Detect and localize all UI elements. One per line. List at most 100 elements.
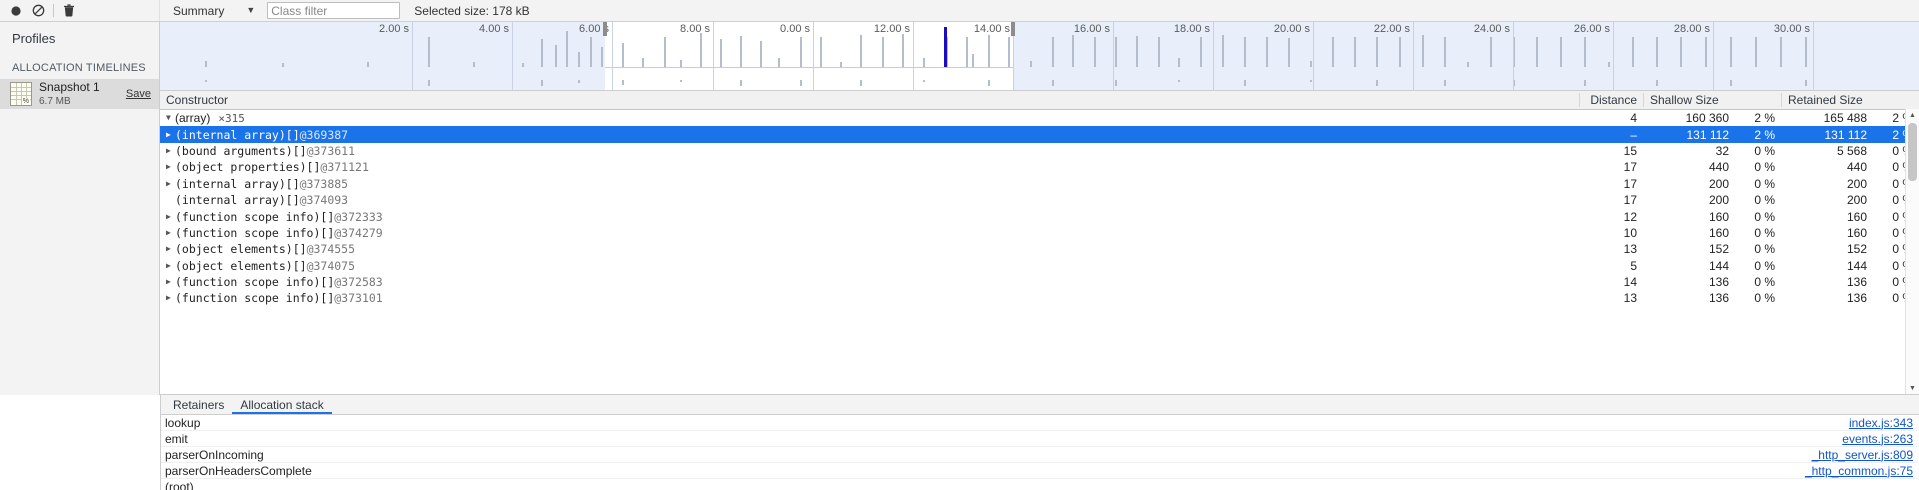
stack-frame-row[interactable]: parserOnHeadersComplete _http_common.js:7…: [161, 463, 1919, 479]
sidebar-item-snapshot-1[interactable]: % Snapshot 1 6.7 MB Save: [0, 79, 159, 109]
disclosure-triangle-icon[interactable]: ▶: [166, 211, 171, 221]
table-row[interactable]: ▼ (array) ×315 4 160 360 2 % 165 488 2 %: [160, 110, 1919, 126]
grid-vertical-scrollbar[interactable]: ▲ ▼: [1905, 109, 1919, 394]
overview-selection-handle-left[interactable]: [603, 22, 607, 36]
disclosure-triangle-icon[interactable]: ▶: [166, 260, 171, 270]
disclosure-triangle-icon[interactable]: ▶: [166, 178, 171, 188]
overview-tick-label: 16.00 s: [1073, 23, 1110, 35]
no-entry-icon[interactable]: [27, 1, 49, 20]
column-header-distance[interactable]: Distance: [1579, 93, 1643, 107]
allocation-bar: [1332, 37, 1334, 67]
allocation-bar: [1422, 35, 1424, 67]
tab-allocation-stack[interactable]: Allocation stack: [232, 396, 332, 414]
trash-icon[interactable]: [58, 1, 80, 20]
overview-selection-handle-right[interactable]: [1011, 22, 1015, 36]
table-row[interactable]: ▶ (function scope info)[] @372333 12 160 0 %…: [160, 208, 1919, 224]
cell-constructor: ▶ (internal array)[] @373885: [160, 177, 1579, 191]
overview-tick-label: 28.00 s: [1673, 23, 1710, 35]
table-row[interactable]: ▶ (object properties)[] @371121 17 440 0 % 44…: [160, 159, 1919, 175]
allocation-bar: [1632, 37, 1634, 67]
constructor-name: (object properties)[]: [175, 160, 321, 175]
disclosure-triangle-icon[interactable]: ▶: [166, 244, 171, 254]
cell-retained-size: 144: [1846, 258, 1867, 273]
object-address: @373885: [299, 176, 349, 191]
cell-retained-size: 160: [1846, 225, 1867, 240]
allocation-bar-stub: [1052, 80, 1054, 86]
cell-shallow-size: 160 360: [1685, 111, 1729, 126]
disclosure-triangle-icon[interactable]: ▶: [166, 162, 171, 172]
overview-tick-label: 4.00 s: [479, 23, 509, 35]
view-mode-select[interactable]: Summary ▼: [167, 1, 259, 20]
allocation-bar: [1354, 37, 1356, 67]
allocation-bar-stub: [1656, 80, 1658, 86]
table-row[interactable]: ▶ (function scope info)[] @373101 13 136 0 %…: [160, 290, 1919, 306]
allocation-bar: [1200, 37, 1202, 67]
cell-shallow-percent: 0 %: [1754, 275, 1775, 290]
overview-tick: 26.00 s: [1574, 22, 1614, 90]
cell-shallow-size: 160: [1708, 225, 1729, 240]
table-row[interactable]: ▶ (internal array)[] @369387 – 131 112 2 % 13…: [160, 126, 1919, 143]
disclosure-triangle-icon[interactable]: ▶: [166, 129, 171, 139]
stack-frame-source-link[interactable]: events.js:263: [1842, 431, 1913, 446]
allocation-bar: [601, 47, 603, 67]
scroll-up-arrow-icon[interactable]: ▲: [1909, 111, 1916, 119]
scrollbar-thumb[interactable]: [1908, 123, 1917, 181]
allocation-bar-stub: [740, 80, 742, 87]
save-snapshot-link[interactable]: Save: [125, 88, 151, 100]
constructor-name: (object elements)[]: [175, 258, 307, 273]
allocation-bar: [972, 54, 974, 67]
disclosure-triangle-icon: ▶: [166, 196, 175, 204]
allocation-timeline-overview[interactable]: 102 kB 2.00 s 4.00 s 6.00 s 8.00 s 0.00 s 12.…: [160, 22, 1919, 91]
allocation-bar-stub: [800, 80, 802, 86]
stack-frame-row[interactable]: lookup index.js:343: [161, 415, 1919, 431]
record-icon[interactable]: [5, 1, 27, 20]
disclosure-triangle-open-icon[interactable]: ▼: [166, 113, 171, 123]
table-row[interactable]: ▶ (function scope info)[] @374279 10 160 0 %…: [160, 225, 1919, 241]
table-row[interactable]: ▶ (internal array)[] @373885 17 200 0 % 200 0 …: [160, 176, 1919, 192]
table-row[interactable]: ▶ (object elements)[] @374075 5 144 0 % 144 0 …: [160, 258, 1919, 274]
allocation-bar-stub: [923, 80, 925, 82]
allocation-bar-stub: [1513, 80, 1515, 86]
allocation-bar: [1310, 61, 1312, 67]
cell-retained-size: 160: [1846, 209, 1867, 224]
stack-frame-row[interactable]: parserOnIncoming _http_server.js:809: [161, 447, 1919, 463]
stack-frame-source-link[interactable]: _http_server.js:809: [1811, 447, 1913, 462]
column-header-shallow-size[interactable]: Shallow Size: [1643, 93, 1735, 107]
cell-shallow-percent: 2 %: [1754, 111, 1775, 126]
overview-tick: 22.00 s: [1374, 22, 1414, 90]
overview-baseline: [160, 67, 1919, 68]
table-row[interactable]: ▶ (object elements)[] @374555 13 152 0 % 152 0…: [160, 241, 1919, 257]
allocation-bar: [555, 45, 557, 67]
cell-shallow-percent: 0 %: [1754, 225, 1775, 240]
allocation-bar: [522, 63, 524, 67]
stack-frame-row[interactable]: (root): [161, 479, 1919, 490]
stack-frame-source-link[interactable]: _http_common.js:75: [1804, 463, 1913, 478]
allocation-bar-stub: [680, 80, 682, 82]
cell-shallow-percent: 0 %: [1754, 176, 1775, 191]
allocation-bar: [882, 37, 884, 67]
allocation-bar: [428, 37, 430, 67]
allocation-bar: [578, 52, 580, 67]
class-filter-input[interactable]: [267, 2, 401, 19]
cell-shallow-percent: 0 %: [1754, 143, 1775, 158]
allocation-bar-stub: [428, 80, 430, 86]
overview-tick: 28.00 s: [1674, 22, 1714, 90]
disclosure-triangle-icon[interactable]: ▶: [166, 145, 171, 155]
stack-frame-row[interactable]: emit events.js:263: [161, 431, 1919, 447]
column-header-constructor[interactable]: Constructor: [166, 93, 229, 107]
table-row[interactable]: ▶ (bound arguments)[] @373611 15 32 0 % 5 568…: [160, 143, 1919, 159]
table-row[interactable]: ▶ (function scope info)[] @372583 14 136 0 %…: [160, 274, 1919, 290]
overview-tick: 8.00 s: [680, 22, 714, 90]
disclosure-triangle-icon[interactable]: ▶: [166, 293, 171, 303]
cell-constructor: ▶ (function scope info)[] @373101: [160, 291, 1579, 305]
tab-retainers[interactable]: Retainers: [173, 398, 225, 412]
allocation-bar: [923, 58, 925, 67]
allocation-stack-list: lookup index.js:343 emit events.js:263 parse…: [161, 415, 1919, 490]
disclosure-triangle-icon[interactable]: ▶: [166, 277, 171, 287]
column-header-retained-size[interactable]: Retained Size: [1781, 93, 1873, 107]
scroll-down-arrow-icon[interactable]: ▼: [1909, 384, 1916, 392]
stack-frame-source-link[interactable]: index.js:343: [1848, 415, 1913, 430]
overview-tick: 4.00 s: [479, 22, 513, 90]
disclosure-triangle-icon[interactable]: ▶: [166, 227, 171, 237]
